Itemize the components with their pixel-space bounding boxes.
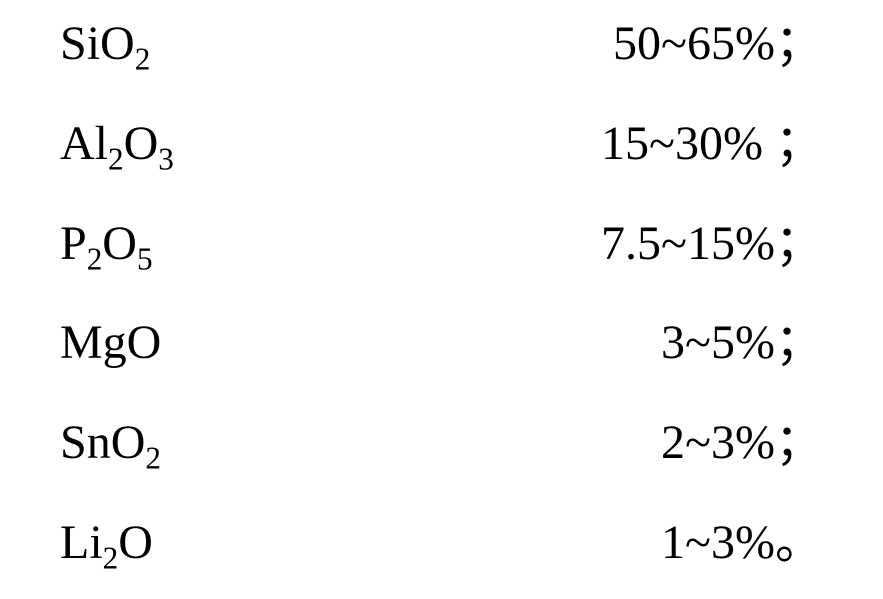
table-row: Al2O3 15~30% ；	[60, 120, 823, 200]
value-cell: 3~5%；	[661, 319, 823, 367]
table-row: MgO 3~5%；	[60, 319, 823, 399]
table-row: SnO2 2~3%；	[60, 419, 823, 499]
formula-cell: SnO2	[60, 419, 161, 467]
value-cell: 1~3%。	[661, 519, 823, 567]
value-cell: 2~3%；	[661, 419, 823, 467]
value-cell: 15~30% ；	[601, 120, 823, 168]
formula-cell: Li2O	[60, 519, 153, 567]
value-cell: 7.5~15%；	[601, 220, 823, 268]
formula-cell: MgO	[60, 319, 161, 367]
formula-cell: Al2O3	[60, 120, 174, 168]
table-row: P2O5 7.5~15%；	[60, 220, 823, 300]
value-cell: 50~65%；	[613, 20, 823, 68]
formula-cell: P2O5	[60, 220, 153, 268]
table-row: SiO2 50~65%；	[60, 20, 823, 100]
formula-cell: SiO2	[60, 20, 150, 68]
table-row: Li2O 1~3%。	[60, 519, 823, 599]
composition-table: SiO2 50~65%； Al2O3 15~30% ； P2O5 7.5~15%…	[0, 0, 883, 599]
